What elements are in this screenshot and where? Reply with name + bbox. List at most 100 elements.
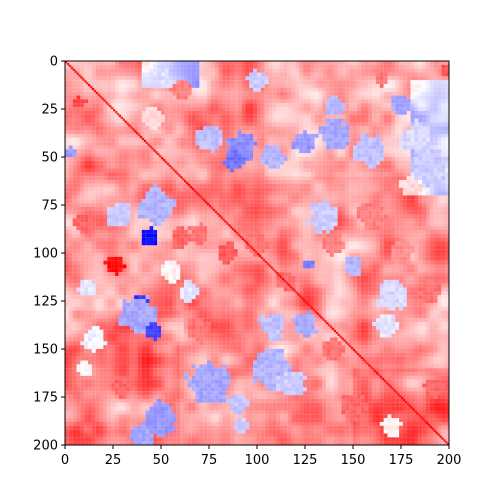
heatmap-cell xyxy=(406,99,411,104)
heatmap-cell xyxy=(349,76,354,81)
heatmap-cell xyxy=(445,137,450,142)
heatmap-cell xyxy=(433,137,438,142)
heatmap-cell xyxy=(76,149,81,154)
heatmap-cell xyxy=(441,110,446,115)
heatmap-cell xyxy=(249,249,254,254)
heatmap-cell xyxy=(406,95,411,100)
heatmap-cell xyxy=(187,226,192,231)
heatmap-cell xyxy=(364,133,369,138)
heatmap-cell xyxy=(303,68,307,73)
heatmap-cell xyxy=(237,110,242,115)
heatmap-cell xyxy=(314,187,319,192)
heatmap-cell xyxy=(65,95,69,100)
heatmap-cell xyxy=(391,95,396,100)
heatmap-cell xyxy=(280,206,284,211)
heatmap-cell xyxy=(425,199,430,204)
heatmap-cell xyxy=(168,87,173,92)
heatmap-cell xyxy=(145,99,150,104)
heatmap-cell xyxy=(122,68,127,73)
heatmap-cell xyxy=(333,80,338,85)
heatmap-cell xyxy=(422,164,427,169)
heatmap-cell xyxy=(130,168,135,173)
heatmap-cell xyxy=(425,168,430,173)
heatmap-cell xyxy=(91,107,96,111)
heatmap-cell xyxy=(126,80,131,85)
heatmap-cell xyxy=(287,95,292,100)
heatmap-cell xyxy=(337,226,342,231)
heatmap-cell xyxy=(287,172,292,177)
heatmap-cell xyxy=(222,72,227,77)
heatmap-cell xyxy=(111,80,115,85)
heatmap-cell xyxy=(406,153,411,158)
heatmap-cell xyxy=(295,80,300,85)
heatmap-cell xyxy=(214,164,219,169)
heatmap-cell xyxy=(180,229,185,234)
heatmap-cell xyxy=(230,99,235,104)
heatmap-cell xyxy=(84,95,89,100)
heatmap-cell xyxy=(137,107,142,111)
heatmap-cell xyxy=(226,237,231,242)
heatmap-cell xyxy=(210,91,215,96)
heatmap-cell xyxy=(322,91,327,96)
heatmap-cell xyxy=(233,233,238,238)
heatmap-cell xyxy=(395,199,400,204)
heatmap-cell xyxy=(168,110,173,115)
heatmap-cell xyxy=(72,64,77,69)
heatmap-cell xyxy=(414,126,419,131)
heatmap-cell xyxy=(260,229,265,234)
heatmap-cell xyxy=(245,233,250,238)
heatmap-cell xyxy=(280,183,284,188)
heatmap-cell xyxy=(168,145,173,150)
heatmap-cell xyxy=(80,249,85,254)
heatmap-cell xyxy=(137,191,142,196)
heatmap-cell xyxy=(272,130,277,135)
heatmap-cell xyxy=(168,237,173,242)
heatmap-cell xyxy=(84,72,89,77)
heatmap-cell xyxy=(137,168,142,173)
heatmap-cell xyxy=(226,214,231,219)
heatmap-cell xyxy=(137,160,142,165)
heatmap-cell xyxy=(214,145,219,150)
heatmap-cell xyxy=(272,103,277,108)
heatmap-cell xyxy=(291,61,296,65)
heatmap-cell xyxy=(418,107,423,111)
heatmap-cell xyxy=(445,95,450,100)
heatmap-cell xyxy=(241,84,246,88)
heatmap-cell xyxy=(157,187,162,192)
heatmap-cell xyxy=(287,145,292,150)
heatmap-cell xyxy=(387,233,392,238)
heatmap-cell xyxy=(237,164,242,169)
heatmap-cell xyxy=(111,114,115,119)
heatmap-cell xyxy=(203,237,208,242)
heatmap-cell xyxy=(356,249,361,254)
heatmap-cell xyxy=(276,206,281,211)
heatmap-cell xyxy=(402,68,407,73)
heatmap-cell xyxy=(222,126,227,131)
heatmap-cell xyxy=(387,114,392,119)
heatmap-cell xyxy=(295,168,300,173)
heatmap-cell xyxy=(399,87,403,92)
heatmap-cell xyxy=(99,199,104,204)
heatmap-cell xyxy=(187,118,192,123)
heatmap-cell xyxy=(218,199,223,204)
heatmap-cell xyxy=(360,103,365,108)
heatmap-cell xyxy=(257,68,261,73)
heatmap-cell xyxy=(326,72,331,77)
heatmap-cell xyxy=(241,160,246,165)
heatmap-cell xyxy=(353,99,357,104)
heatmap-cell xyxy=(130,206,135,211)
heatmap-cell xyxy=(184,214,188,219)
heatmap-cell xyxy=(68,76,73,81)
heatmap-cell xyxy=(161,149,165,154)
heatmap-cell xyxy=(241,245,246,250)
heatmap-cell xyxy=(441,118,446,123)
heatmap-cell xyxy=(237,145,242,150)
heatmap-cell xyxy=(406,64,411,69)
heatmap-cell xyxy=(222,80,227,85)
heatmap-cell xyxy=(145,122,150,127)
heatmap-cell xyxy=(95,72,100,77)
heatmap-cell xyxy=(387,187,392,192)
heatmap-cell xyxy=(187,122,192,127)
heatmap-cell xyxy=(161,214,165,219)
heatmap-cell xyxy=(187,133,192,138)
